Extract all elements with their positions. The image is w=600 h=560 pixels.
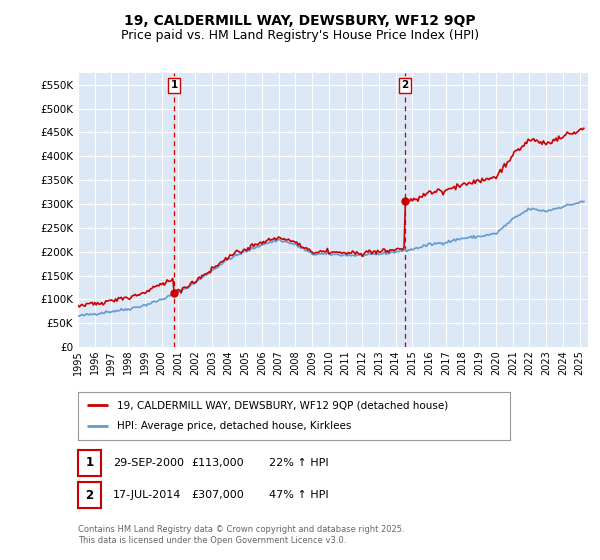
Text: 19, CALDERMILL WAY, DEWSBURY, WF12 9QP (detached house): 19, CALDERMILL WAY, DEWSBURY, WF12 9QP (… xyxy=(117,400,448,410)
Text: 47% ↑ HPI: 47% ↑ HPI xyxy=(269,490,328,500)
Text: 17-JUL-2014: 17-JUL-2014 xyxy=(113,490,181,500)
Text: HPI: Average price, detached house, Kirklees: HPI: Average price, detached house, Kirk… xyxy=(117,421,351,431)
Text: 2: 2 xyxy=(85,488,94,502)
Text: 19, CALDERMILL WAY, DEWSBURY, WF12 9QP: 19, CALDERMILL WAY, DEWSBURY, WF12 9QP xyxy=(124,14,476,28)
Text: Contains HM Land Registry data © Crown copyright and database right 2025.
This d: Contains HM Land Registry data © Crown c… xyxy=(78,525,404,545)
Text: 29-SEP-2000: 29-SEP-2000 xyxy=(113,458,184,468)
Text: 22% ↑ HPI: 22% ↑ HPI xyxy=(269,458,328,468)
Text: 2: 2 xyxy=(401,80,409,90)
Text: 1: 1 xyxy=(85,456,94,469)
Text: £307,000: £307,000 xyxy=(191,490,244,500)
Text: £113,000: £113,000 xyxy=(191,458,244,468)
Text: 1: 1 xyxy=(170,80,178,90)
Text: Price paid vs. HM Land Registry's House Price Index (HPI): Price paid vs. HM Land Registry's House … xyxy=(121,29,479,42)
